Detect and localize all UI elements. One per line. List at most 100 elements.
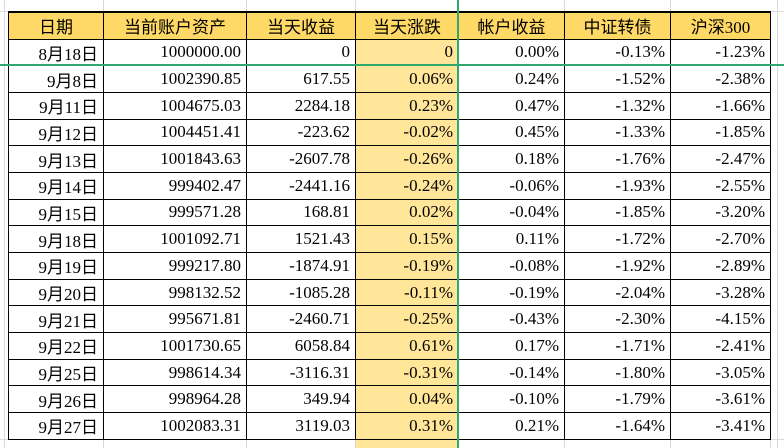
cell[interactable]: 0 (246, 38, 356, 67)
cell[interactable]: -0.43% (458, 305, 565, 334)
cell[interactable]: -1.71% (564, 332, 671, 360)
cell[interactable]: -0.11% (355, 278, 459, 307)
cell[interactable]: -1.92% (564, 252, 671, 280)
cell[interactable]: -3.41% (670, 412, 771, 440)
column-header[interactable]: 沪深300 (670, 11, 771, 40)
cell[interactable]: 0.02% (355, 198, 459, 227)
cell[interactable]: -2.30% (564, 305, 671, 334)
cell[interactable]: 0.61% (355, 332, 459, 360)
cell[interactable]: -1.76% (564, 145, 671, 173)
cell[interactable]: 0.11% (458, 225, 565, 253)
cell[interactable]: 8月18日 (8, 38, 104, 67)
column-header[interactable]: 当天收益 (246, 11, 356, 40)
cell[interactable]: -0.08% (458, 252, 565, 280)
cell[interactable]: -0.02% (355, 118, 459, 147)
cell[interactable]: 0.17% (458, 332, 565, 360)
cell[interactable]: -3.05% (670, 358, 771, 387)
cell[interactable]: 617.55 (246, 65, 356, 93)
cell[interactable]: -3.20% (670, 198, 771, 227)
column-header[interactable]: 当前账户资产 (103, 11, 247, 40)
cell[interactable]: -1.85% (564, 198, 671, 227)
partial-next-row-cell[interactable] (356, 440, 458, 448)
cell[interactable]: 9月14日 (8, 171, 104, 200)
cell[interactable]: -1.23% (670, 38, 771, 67)
cell[interactable]: 0.06% (355, 65, 459, 93)
cell[interactable]: 9月26日 (8, 385, 104, 414)
cell[interactable]: 999571.28 (103, 198, 247, 227)
cell[interactable]: -1.80% (564, 358, 671, 387)
cell[interactable]: -2.04% (564, 278, 671, 307)
cell[interactable]: -2460.71 (246, 305, 356, 334)
cell[interactable]: 6058.84 (246, 332, 356, 360)
cell[interactable]: 995671.81 (103, 305, 247, 334)
cell[interactable]: 1001730.65 (103, 332, 247, 360)
cell[interactable]: 999402.47 (103, 171, 247, 200)
cell[interactable]: 0.04% (355, 385, 459, 414)
cell[interactable]: 1004675.03 (103, 91, 247, 120)
cell[interactable]: -1.72% (564, 225, 671, 253)
cell[interactable]: 9月27日 (8, 412, 104, 440)
cell[interactable]: 998614.34 (103, 358, 247, 387)
cell[interactable]: -1.66% (670, 91, 771, 120)
cell[interactable]: -0.26% (355, 145, 459, 173)
cell[interactable]: 1001092.71 (103, 225, 247, 253)
cell[interactable]: 9月22日 (8, 332, 104, 360)
cell[interactable]: 3119.03 (246, 412, 356, 440)
cell[interactable]: 0.15% (355, 225, 459, 253)
cell[interactable]: -2.70% (670, 225, 771, 253)
cell[interactable]: 0.45% (458, 118, 565, 147)
cell[interactable]: -1.85% (670, 118, 771, 147)
cell[interactable]: 9月11日 (8, 91, 104, 120)
cell[interactable]: 0.00% (458, 38, 565, 67)
cell[interactable]: 1001843.63 (103, 145, 247, 173)
cell[interactable]: -0.31% (355, 358, 459, 387)
cell[interactable]: 2284.18 (246, 91, 356, 120)
cell[interactable]: -1.64% (564, 412, 671, 440)
cell[interactable]: -1085.28 (246, 278, 356, 307)
cell[interactable]: -0.10% (458, 385, 565, 414)
cell[interactable]: -0.25% (355, 305, 459, 334)
cell[interactable]: -2.38% (670, 65, 771, 93)
cell[interactable]: 9月20日 (8, 278, 104, 307)
cell[interactable]: 0 (355, 38, 459, 67)
cell[interactable]: -0.24% (355, 171, 459, 200)
cell[interactable]: -223.62 (246, 118, 356, 147)
cell[interactable]: 9月8日 (8, 65, 104, 93)
cell[interactable]: -0.19% (458, 278, 565, 307)
cell[interactable]: -3116.31 (246, 358, 356, 387)
cell[interactable]: 9月21日 (8, 305, 104, 334)
cell[interactable]: 999217.80 (103, 252, 247, 280)
cell[interactable]: -3.61% (670, 385, 771, 414)
cell[interactable]: 9月12日 (8, 118, 104, 147)
column-header[interactable]: 中证转债 (564, 11, 671, 40)
cell[interactable]: -2.89% (670, 252, 771, 280)
cell[interactable]: -2.47% (670, 145, 771, 173)
cell[interactable]: 9月13日 (8, 145, 104, 173)
cell[interactable]: 998132.52 (103, 278, 247, 307)
cell[interactable]: -4.15% (670, 305, 771, 334)
cell[interactable]: -0.13% (564, 38, 671, 67)
cell[interactable]: -1.32% (564, 91, 671, 120)
cell[interactable]: 9月15日 (8, 198, 104, 227)
cell[interactable]: -1874.91 (246, 252, 356, 280)
cell[interactable]: -2441.16 (246, 171, 356, 200)
cell[interactable]: 9月18日 (8, 225, 104, 253)
cell[interactable]: -1.79% (564, 385, 671, 414)
cell[interactable]: 0.23% (355, 91, 459, 120)
cell[interactable]: 0.31% (355, 412, 459, 440)
cell[interactable]: 9月25日 (8, 358, 104, 387)
cell[interactable]: -1.33% (564, 118, 671, 147)
column-header[interactable]: 帐户收益 (458, 11, 565, 40)
cell[interactable]: 0.21% (458, 412, 565, 440)
cell[interactable]: -2.41% (670, 332, 771, 360)
cell[interactable]: 1002083.31 (103, 412, 247, 440)
cell[interactable]: -0.04% (458, 198, 565, 227)
cell[interactable]: -0.06% (458, 171, 565, 200)
cell[interactable]: 9月19日 (8, 252, 104, 280)
cell[interactable]: -2.55% (670, 171, 771, 200)
cell[interactable]: -0.19% (355, 252, 459, 280)
cell[interactable]: 1521.43 (246, 225, 356, 253)
cell[interactable]: 1002390.85 (103, 65, 247, 93)
column-header[interactable]: 当天涨跌 (355, 11, 459, 40)
cell[interactable]: -2607.78 (246, 145, 356, 173)
